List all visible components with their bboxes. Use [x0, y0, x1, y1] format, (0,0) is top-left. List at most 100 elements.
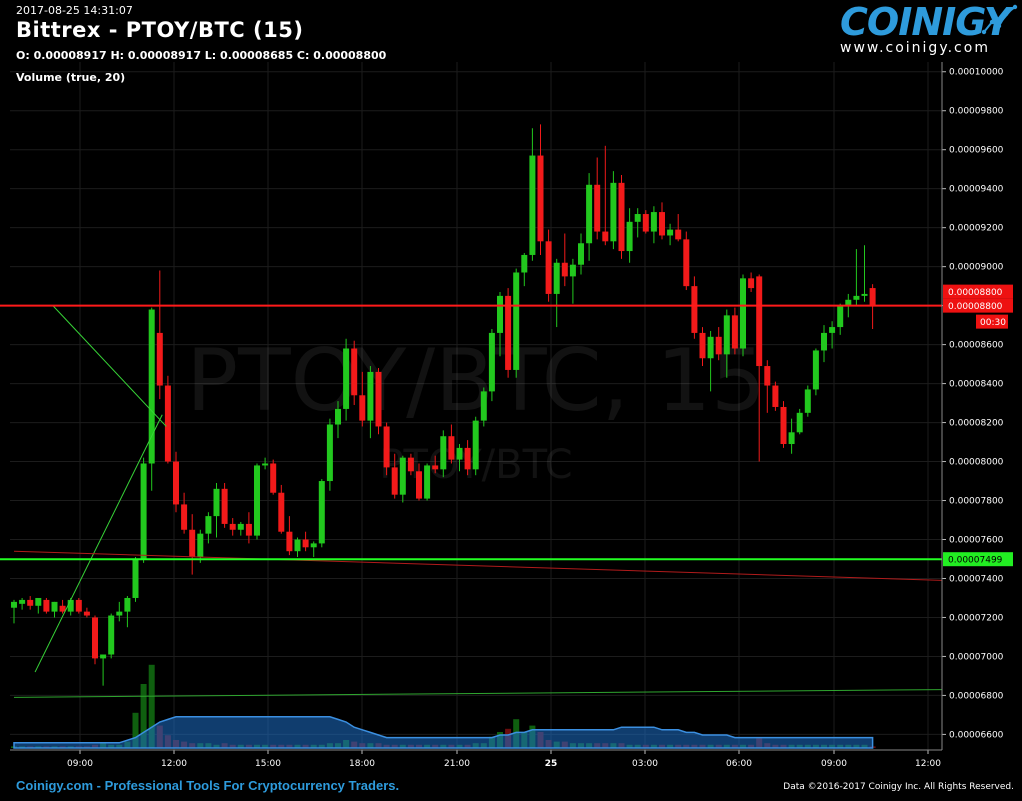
x-tick-label: 09:00	[67, 759, 93, 769]
candle-body	[440, 436, 447, 470]
candle-body	[448, 436, 455, 460]
candle-body	[545, 241, 552, 294]
candle-body	[780, 406, 787, 445]
chart-trend-icon	[982, 4, 1018, 35]
candle-body	[59, 605, 66, 612]
candle-body	[278, 492, 285, 532]
candle-body	[464, 447, 471, 470]
candle-body	[804, 389, 811, 413]
candle-body	[788, 432, 795, 445]
candle-body	[140, 463, 147, 559]
volume-bar	[132, 712, 139, 748]
candle-body	[642, 214, 649, 232]
candle-body	[796, 412, 803, 433]
y-tick-label: 0.00009000	[949, 263, 1004, 273]
candle-body	[75, 599, 82, 612]
candle-body	[407, 457, 414, 472]
candle-body	[205, 516, 212, 534]
candle-body	[853, 295, 860, 300]
candle-body	[83, 611, 90, 616]
y-tick-label: 0.00007600	[949, 536, 1004, 546]
candle-body	[189, 529, 196, 558]
candle-body	[343, 348, 350, 409]
candle-body	[156, 332, 163, 386]
x-tick-label: 06:00	[726, 759, 752, 769]
candle-body	[456, 447, 463, 460]
candle-body	[497, 295, 503, 333]
candle-body	[181, 504, 188, 530]
footer-copyright: Data ©2016-2017 Coinigy Inc. All Rights …	[783, 782, 1014, 792]
close-price-label-bg	[943, 298, 1013, 313]
candle-body	[731, 315, 738, 349]
chart-axes: 0.00010000 0.00009800 0.00009600 0.00009400…	[10, 62, 1013, 769]
x-tick-label: 21:00	[444, 759, 470, 769]
candle-body	[221, 488, 228, 524]
candle-body	[837, 305, 844, 328]
x-tick-label: 25	[545, 759, 558, 769]
candle-body	[351, 348, 358, 396]
y-tick-label: 0.00009200	[949, 224, 1004, 234]
y-tick-label: 0.00008200	[949, 419, 1004, 429]
watermark-pair-interval: PTOY/BTC, 15	[186, 331, 766, 431]
volume-ma-area	[13, 716, 874, 749]
y-tick-label: 0.00009400	[949, 185, 1004, 195]
candle-body	[375, 371, 382, 427]
candle-body	[262, 463, 269, 466]
candle-body	[335, 408, 341, 425]
candle-body	[391, 467, 398, 495]
candle-body	[740, 278, 746, 349]
logo-url: www.coinigy.com	[840, 40, 990, 56]
candle-body	[310, 543, 317, 548]
trend-line	[52, 305, 167, 427]
countdown-bg	[976, 314, 1008, 329]
coinigy-logo[interactable]: COINIGY www.coinigy.com	[840, 0, 1018, 60]
y-tick-label: 0.00007000	[949, 652, 1004, 662]
x-tick-label: 12:00	[161, 759, 187, 769]
candle-body	[699, 332, 706, 359]
candle-body	[326, 424, 333, 482]
candle-body	[100, 654, 107, 659]
candle-body	[707, 336, 714, 359]
footer-tagline[interactable]: Coinigy.com - Professional Tools For Cry…	[16, 778, 400, 793]
candle-body	[164, 385, 171, 462]
candle-body	[19, 599, 26, 604]
volume-bar	[148, 664, 155, 748]
candle-body	[294, 539, 301, 552]
candle-body	[602, 231, 609, 242]
candle-body	[561, 262, 568, 277]
drawn-lines	[0, 304, 943, 698]
candle-body	[27, 599, 34, 606]
candle-body	[578, 243, 584, 265]
candle-body	[286, 531, 293, 552]
candle-body	[173, 461, 179, 505]
x-tick-label: 03:00	[632, 759, 658, 769]
candle-body	[237, 523, 244, 530]
candle-body	[659, 212, 665, 236]
volume-indicator-label[interactable]: Volume (true, 20)	[16, 71, 126, 84]
y-tick-label: 0.00009800	[949, 107, 1004, 117]
candle-body	[675, 229, 682, 240]
y-tick-label: 0.00007400	[949, 574, 1004, 584]
candle-body	[756, 276, 763, 367]
candle-body	[505, 295, 512, 370]
candle-body	[586, 184, 593, 244]
candle-body	[553, 262, 560, 294]
support-price-label: 0.00007499	[948, 556, 1003, 566]
candle-body	[229, 523, 236, 530]
chart-title: Bittrex - PTOY/BTC (15)	[16, 18, 304, 42]
candle-body	[270, 463, 277, 493]
candle-body	[416, 471, 422, 499]
candle-body	[821, 332, 827, 351]
volume-bars	[11, 664, 876, 749]
x-tick-label: 09:00	[821, 759, 847, 769]
candle-body	[772, 385, 779, 407]
candle-body	[529, 155, 536, 255]
candle-body	[51, 601, 58, 612]
trend-line	[13, 689, 943, 698]
y-tick-label: 0.00007800	[949, 497, 1004, 507]
candle-body	[472, 420, 479, 470]
candle-body	[861, 293, 868, 296]
candle-body	[650, 212, 657, 232]
candle-body	[715, 336, 722, 355]
